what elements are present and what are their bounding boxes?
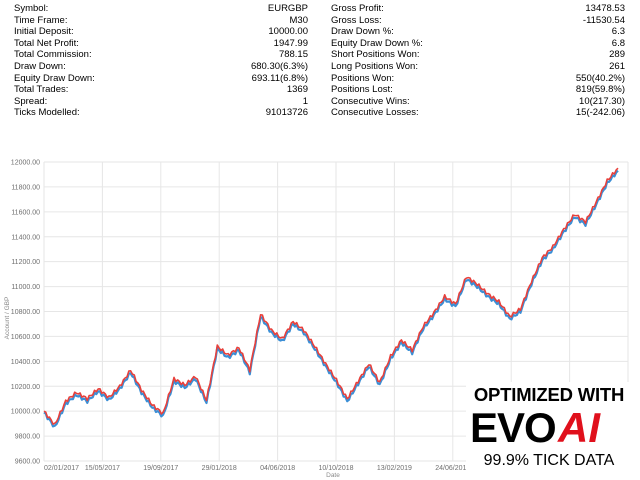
y-tick-label: 11200.00 [11, 259, 40, 266]
stat-value: 261 [609, 61, 625, 72]
stat-value: 13478.53 [585, 3, 625, 14]
x-axis-label: Date [326, 472, 340, 479]
stat-row: Short Positions Won: 289 [331, 49, 625, 60]
y-tick-label: 11000.00 [11, 284, 40, 291]
stat-value: 289 [609, 49, 625, 61]
stat-row: Consecutive Wins: 10(217.30) [331, 96, 625, 107]
y-tick-label: 10800.00 [11, 309, 40, 316]
chart-grid [43, 161, 629, 462]
stat-row: Gross Profit: 13478.53 [331, 3, 625, 14]
stat-value: -11530.54 [582, 14, 625, 26]
stat-value: 91013726 [265, 107, 308, 119]
stat-value: 10(217.30) [579, 95, 625, 107]
stat-row: Gross Loss: -11530.54 [331, 15, 625, 26]
stat-label: Draw Down: [14, 61, 66, 72]
stat-value: 10000.00 [268, 26, 308, 38]
x-tick-label: 10/10/2018 [318, 465, 353, 472]
stat-label: Positions Won: [331, 72, 395, 84]
evo-ai-logo: EVO AI [470, 406, 630, 450]
y-axis-ticks: 9600.00 9800.00 10000.00 10200.00 10400.00 10… [11, 160, 40, 466]
y-tick-label: 12000.00 [11, 160, 40, 167]
stat-value: 1947.99 [273, 37, 308, 49]
y-tick-label: 11800.00 [11, 184, 40, 191]
stat-value: 680.30(6.3%) [250, 61, 308, 72]
stat-row: Draw Down: 680.30(6.3%) [14, 61, 308, 72]
x-tick-label: 02/01/2017 [44, 465, 79, 472]
stat-value: 1 [302, 95, 308, 107]
x-tick-label: 19/09/2017 [143, 465, 178, 472]
x-tick-label: 04/06/2018 [260, 465, 295, 472]
stat-value: 788.15 [278, 49, 308, 61]
y-tick-label: 11400.00 [11, 234, 40, 241]
stat-value: 819(59.8%) [575, 84, 625, 96]
y-tick-label: 10200.00 [11, 384, 40, 391]
y-tick-label: 10400.00 [11, 359, 40, 366]
stat-label: Short Positions Won: [331, 49, 420, 61]
stat-label: Ticks Modelled: [14, 107, 80, 119]
stat-label: Total Trades: [14, 84, 69, 96]
brand-tagline-top: OPTIMIZED WITH [473, 384, 625, 405]
stat-row: Time Frame: M30 [14, 15, 308, 26]
stat-label: Total Commission: [14, 49, 92, 61]
x-tick-label: 15/05/2017 [85, 465, 120, 472]
stat-label: Draw Down %: [331, 26, 394, 38]
stat-value: 693.11(6.8%) [251, 72, 308, 84]
stat-label: Long Positions Won: [331, 61, 418, 72]
stat-label: Positions Lost: [331, 84, 393, 96]
stat-value: 15(-242.06) [575, 107, 625, 119]
stat-row: Total Commission: 788.15 [14, 49, 308, 60]
stat-row: Total Trades: 1369 [14, 84, 308, 95]
stat-label: Total Net Profit: [14, 37, 79, 49]
stat-label: Consecutive Wins: [331, 95, 410, 107]
brand-tagline-bottom: 99.9% TICK DATA [483, 452, 615, 469]
y-tick-label: 11600.00 [11, 209, 40, 216]
stat-row: Initial Deposit: 10000.00 [14, 26, 308, 37]
stat-label: Spread: [14, 95, 48, 107]
stat-row: Equity Draw Down: 693.11(6.8%) [14, 73, 308, 84]
stats-panel: Symbol: EURGBP Time Frame: M30 Initial Depos… [0, 0, 640, 124]
stat-row: Consecutive Losses: 15(-242.06) [331, 107, 625, 118]
stat-row: Equity Draw Down %: 6.8 [331, 38, 625, 49]
logo-word-ai: AI [558, 404, 600, 451]
logo-word-evo: EVO [470, 404, 557, 451]
stat-row: Draw Down %: 6.3 [331, 26, 625, 37]
balance-line-red [43, 167, 619, 425]
stat-label: Equity Draw Down: [14, 72, 95, 84]
y-tick-label: 10000.00 [11, 409, 40, 416]
y-axis-label: Account / GBP [4, 297, 11, 340]
x-tick-label: 24/06/2019 [435, 465, 470, 472]
y-tick-label: 9600.00 [15, 459, 40, 466]
stat-row: Symbol: EURGBP [14, 3, 308, 14]
stat-value: 1369 [286, 84, 308, 96]
stat-row: Long Positions Won: 261 [331, 61, 625, 72]
stat-label: Symbol: [14, 3, 49, 14]
y-tick-label: 9800.00 [15, 434, 40, 441]
stat-value: EURGBP [267, 3, 308, 14]
stat-label: Initial Deposit: [14, 26, 74, 38]
stat-value: M30 [289, 14, 308, 26]
stat-value: 6.8 [611, 37, 625, 49]
stat-value: 6.3 [611, 26, 625, 38]
stat-row: Total Net Profit: 1947.99 [14, 38, 308, 49]
stat-row: Positions Lost: 819(59.8%) [331, 84, 625, 95]
stat-label: Equity Draw Down %: [331, 37, 423, 49]
stat-label: Gross Profit: [331, 3, 384, 14]
stat-row: Positions Won: 550(40.2%) [331, 73, 625, 84]
stat-row: Ticks Modelled: 91013726 [14, 107, 308, 118]
brand-badge: OPTIMIZED WITH EVO AI 99.9% TICK DATA [466, 382, 632, 474]
x-tick-label: 13/02/2019 [377, 465, 412, 472]
stat-value: 550(40.2%) [575, 72, 625, 84]
y-tick-label: 10600.00 [11, 334, 40, 341]
x-tick-label: 29/01/2018 [202, 465, 237, 472]
chart-series [43, 167, 619, 428]
stat-label: Time Frame: [14, 14, 68, 26]
stat-label: Gross Loss: [331, 14, 382, 26]
stat-label: Consecutive Losses: [331, 107, 419, 119]
stat-row: Spread: 1 [14, 96, 308, 107]
